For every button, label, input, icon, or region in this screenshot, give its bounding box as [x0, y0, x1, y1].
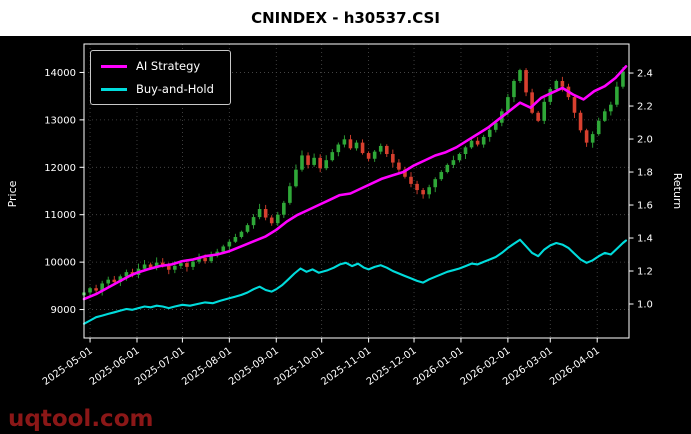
line-series — [82, 65, 628, 325]
legend-label-ai-strategy: AI Strategy — [136, 59, 201, 73]
svg-text:2025-09-01: 2025-09-01 — [227, 345, 281, 387]
svg-text:2.0: 2.0 — [637, 135, 653, 146]
watermark: uqtool.com — [8, 406, 153, 432]
svg-text:9000: 9000 — [51, 305, 76, 316]
svg-text:2025-05-01: 2025-05-01 — [41, 345, 95, 387]
chart-title: CNINDEX - h30537.CSI — [0, 0, 691, 36]
svg-text:13000: 13000 — [44, 115, 76, 126]
line-ai-strategy — [82, 65, 628, 301]
plot-frame — [83, 43, 630, 339]
svg-text:12000: 12000 — [44, 163, 76, 174]
svg-text:2025-11-01: 2025-11-01 — [319, 345, 373, 387]
svg-text:14000: 14000 — [44, 68, 76, 79]
svg-text:2025-10-01: 2025-10-01 — [272, 345, 326, 387]
svg-text:1.0: 1.0 — [637, 300, 653, 311]
svg-text:2.2: 2.2 — [637, 102, 653, 113]
line-buy-and-hold — [82, 238, 628, 325]
svg-text:2025-08-01: 2025-08-01 — [180, 345, 234, 387]
svg-text:2025-06-01: 2025-06-01 — [88, 345, 142, 387]
tick-marks — [79, 71, 634, 343]
svg-text:1.2: 1.2 — [637, 267, 653, 278]
svg-text:1.8: 1.8 — [637, 168, 653, 179]
svg-text:1.6: 1.6 — [637, 201, 653, 212]
chart-area: 2025-05-01 2025-06-01 2025-07-01 2025-08-01… — [0, 36, 691, 434]
ai-strategy-line-swatch — [101, 64, 127, 68]
legend: AI Strategy Buy-and-Hold — [90, 50, 231, 105]
svg-text:2026-01-01: 2026-01-01 — [412, 345, 466, 387]
legend-item-buy-and-hold: Buy-and-Hold — [101, 82, 214, 96]
right-axis-label: Return — [671, 173, 684, 210]
left-axis-label: Price — [6, 180, 19, 207]
svg-text:2025-07-01: 2025-07-01 — [133, 345, 187, 387]
svg-text:2025-12-01: 2025-12-01 — [365, 345, 419, 387]
svg-text:11000: 11000 — [44, 210, 76, 221]
buy-and-hold-line-swatch — [101, 87, 127, 91]
svg-text:2026-04-01: 2026-04-01 — [548, 345, 602, 387]
legend-label-buy-and-hold: Buy-and-Hold — [136, 82, 214, 96]
svg-text:2.4: 2.4 — [637, 69, 653, 80]
svg-text:10000: 10000 — [44, 258, 76, 269]
legend-item-ai-strategy: AI Strategy — [101, 59, 214, 73]
price-return-chart: 2025-05-012025-06-012025-07-012025-08-01… — [6, 43, 684, 432]
svg-text:1.4: 1.4 — [637, 234, 653, 245]
tick-labels: 2025-05-012025-06-012025-07-012025-08-01… — [41, 68, 653, 388]
